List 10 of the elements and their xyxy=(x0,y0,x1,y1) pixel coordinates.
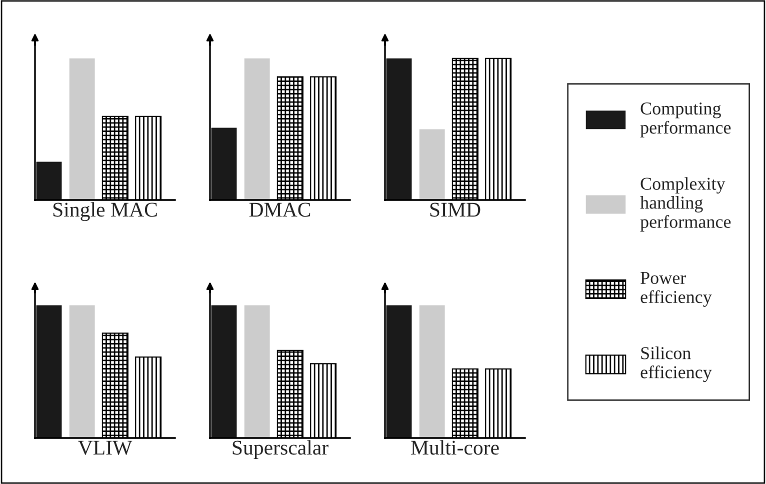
legend-label: Power efficiency xyxy=(640,272,712,307)
x-axis-title: Multi-core xyxy=(411,440,499,455)
legend-label: Silicon efficiency xyxy=(640,346,712,382)
x-axis-title: Single MAC xyxy=(53,202,157,222)
legend-label: Computing performance xyxy=(640,102,731,138)
legend-label: Complexity handling performance xyxy=(640,177,731,232)
x-axis-title: VLIW xyxy=(78,440,132,455)
x-axis-title: SIMD xyxy=(430,202,480,217)
x-axis-title: Superscalar xyxy=(232,440,328,459)
x-axis-title: DMAC xyxy=(249,202,310,217)
